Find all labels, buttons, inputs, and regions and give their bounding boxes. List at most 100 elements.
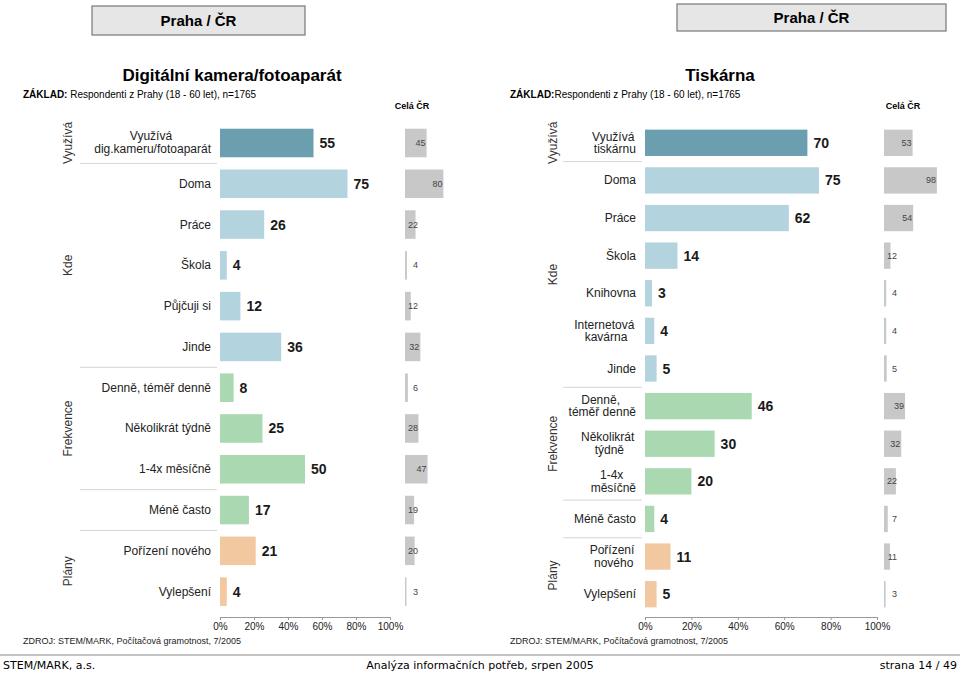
chart-panel: Praha / ČRDigitální kamera/fotoaparátZÁK… bbox=[23, 6, 443, 646]
category-label-line: Doma bbox=[179, 177, 211, 191]
data-label: 62 bbox=[795, 210, 811, 226]
data-label: 4 bbox=[233, 257, 241, 273]
data-label: 26 bbox=[270, 217, 286, 233]
comparison-header: Celá ČR bbox=[886, 100, 921, 111]
bars bbox=[220, 129, 348, 606]
comparison-label: 54 bbox=[902, 213, 912, 223]
group-separator bbox=[563, 500, 642, 501]
category-label: Vylepšení bbox=[584, 587, 637, 601]
category-label-line: Škola bbox=[606, 248, 636, 263]
data-label: 12 bbox=[246, 298, 262, 314]
bar bbox=[220, 210, 264, 239]
bar bbox=[220, 170, 348, 199]
group-separator bbox=[563, 387, 642, 388]
tick-label: 0% bbox=[213, 621, 228, 632]
comparison-bar bbox=[884, 506, 888, 532]
category-label: Půjčuji si bbox=[164, 299, 211, 313]
category-label-line: Vylepšení bbox=[159, 585, 212, 599]
tick-label: 100% bbox=[378, 621, 404, 632]
bar bbox=[645, 468, 691, 494]
tick: 20% bbox=[682, 617, 702, 632]
category-label: Využívá tiskárnu bbox=[592, 130, 638, 157]
comparison-header: Celá ČR bbox=[395, 100, 430, 111]
category-label: Méně často bbox=[149, 503, 211, 517]
category-label-line: tiskárnu bbox=[594, 142, 636, 156]
group-label: Frekvence bbox=[61, 400, 75, 456]
data-label: 21 bbox=[262, 543, 278, 559]
comparison-bar bbox=[405, 129, 427, 158]
comparison-bar bbox=[405, 455, 428, 484]
comparison-bar bbox=[405, 577, 406, 606]
category-label-line: nového bbox=[594, 556, 634, 570]
data-label: 20 bbox=[697, 473, 713, 489]
source-note: ZDROJ: STEM/MARK, Počítačová gramotnost,… bbox=[23, 636, 241, 646]
bar bbox=[645, 318, 654, 344]
category-label: Knihovna bbox=[586, 286, 636, 300]
category-label-line: Méně často bbox=[574, 512, 636, 526]
data-label: 4 bbox=[233, 584, 241, 600]
group-label: Plány bbox=[61, 556, 75, 586]
comparison-bar bbox=[884, 393, 905, 419]
group-separator bbox=[80, 163, 217, 164]
bar bbox=[220, 577, 227, 606]
category-label: Internetová kavárna bbox=[574, 318, 637, 345]
category-label: Několikrát týdně bbox=[581, 430, 638, 457]
category-label-line: 1-4x měsíčně bbox=[139, 462, 211, 476]
comparison-label: 39 bbox=[894, 401, 904, 411]
axis-line bbox=[646, 618, 878, 621]
category-label: Doma bbox=[604, 173, 636, 187]
footer-right: strana 14 / 49 bbox=[880, 659, 957, 672]
bar bbox=[220, 251, 227, 280]
comparison-label: 12 bbox=[887, 251, 897, 261]
category-label-line: měsíčně bbox=[591, 481, 637, 495]
bar bbox=[220, 455, 305, 484]
comparison-label: 32 bbox=[890, 439, 900, 449]
bar bbox=[220, 292, 240, 321]
bar bbox=[645, 242, 677, 268]
subtitle-rest: Respondenti z Prahy (18 - 60 let), n=176… bbox=[67, 89, 256, 100]
comparison-bar bbox=[405, 170, 443, 199]
data-label: 3 bbox=[658, 285, 666, 301]
category-label-line: kavárna bbox=[585, 330, 628, 344]
comparison-bars bbox=[405, 129, 443, 606]
category-label: Jinde bbox=[182, 340, 211, 354]
tick: 40% bbox=[728, 617, 748, 632]
tick-label: 40% bbox=[278, 621, 298, 632]
comparison-bar bbox=[884, 581, 886, 607]
footer-left: STEM/MARK, a.s. bbox=[3, 659, 95, 672]
comparison-bar bbox=[884, 355, 887, 381]
group-label: Využívá bbox=[546, 121, 560, 164]
data-label: 11 bbox=[677, 549, 692, 565]
comparison-bars bbox=[884, 130, 937, 608]
bar bbox=[645, 167, 819, 193]
category-label-line: dig.kameru/fotoaparát bbox=[94, 142, 211, 156]
header-box bbox=[677, 4, 946, 31]
header-text: Praha / ČR bbox=[161, 12, 237, 29]
comparison-label: 20 bbox=[408, 546, 418, 556]
tick: 60% bbox=[312, 617, 332, 632]
tick-label: 0% bbox=[638, 621, 653, 632]
comparison-bar bbox=[405, 251, 407, 280]
tick: 80% bbox=[821, 617, 841, 632]
data-label: 70 bbox=[813, 135, 829, 151]
header-text: Praha / ČR bbox=[774, 9, 850, 26]
x-axis: 0%20%40%60%80%100% bbox=[638, 617, 890, 632]
tick-mark bbox=[738, 617, 739, 620]
category-label: Práce bbox=[605, 211, 637, 225]
footer-center: Analýza informačních potřeb, srpen 2005 bbox=[366, 659, 593, 672]
comparison-label: 53 bbox=[902, 138, 912, 148]
bar bbox=[220, 333, 281, 362]
chart-subtitle: ZÁKLAD: Respondenti z Prahy (18 - 60 let… bbox=[23, 88, 257, 100]
category-label: Několikrát týdně bbox=[125, 421, 211, 435]
comparison-bar bbox=[405, 333, 420, 362]
tick-mark bbox=[831, 617, 832, 620]
bar bbox=[645, 581, 657, 607]
tick: 100% bbox=[865, 617, 891, 632]
category-label-line: Využívá bbox=[130, 129, 176, 143]
category-label-line: Půjčuji si bbox=[164, 299, 211, 313]
tick-label: 100% bbox=[865, 621, 891, 632]
subtitle-rest: Respondenti z Prahy (18 - 60 let), n=176… bbox=[554, 89, 740, 100]
comparison-label: 7 bbox=[892, 514, 897, 524]
category-label-line: Knihovna bbox=[586, 286, 636, 300]
tick-mark bbox=[877, 617, 878, 620]
